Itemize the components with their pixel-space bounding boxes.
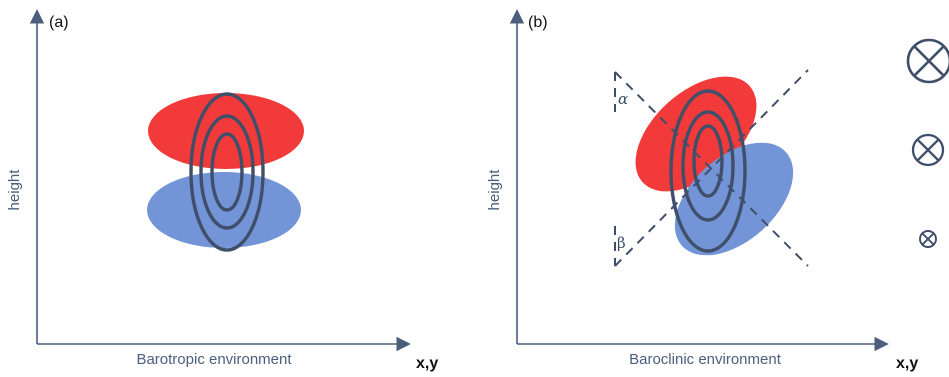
panel-b-y-axis-title: height [486, 169, 503, 211]
panel-b-angle-alpha: α [618, 90, 628, 108]
panel-a-contour-outer [189, 92, 265, 252]
panel-b-contour-inner [692, 124, 724, 198]
panel-a-xy-label: x,y [416, 355, 438, 372]
panel-b-contour-outer [669, 89, 747, 253]
panel-b-xy-label: x,y [896, 355, 918, 372]
cross-circle-small-icon [919, 230, 937, 248]
panel-a-warm-anomaly [148, 93, 304, 169]
panel-b-cold-anomaly [674, 142, 794, 256]
panel-a-y-axis-title: height [6, 169, 23, 211]
panel-b-label: (b) [528, 14, 548, 31]
panel-a-contour-inner [210, 132, 244, 212]
cross-circle-medium-icon [911, 133, 945, 167]
panel-b: (b) height Baroclinic environment x,y α … [486, 9, 918, 372]
panel-a-x-axis-title: Barotropic environment [136, 351, 292, 368]
panel-b-contour-middle [681, 110, 735, 222]
panel-a-vortex-contours [189, 92, 265, 252]
panel-a-contour-middle [199, 114, 255, 230]
panel-b-reference-lines [614, 69, 809, 267]
panel-b-angle-beta: β [617, 234, 626, 252]
cross-circle-large-icon [906, 38, 949, 84]
into-page-symbols [906, 38, 949, 248]
panel-a-label: (a) [49, 14, 69, 31]
panel-a: (a) height Barotropic environment x,y [6, 9, 438, 372]
panel-b-dashed-diagonal-up [614, 69, 809, 267]
panel-b-x-axis-title: Baroclinic environment [629, 351, 782, 368]
panel-b-vortex-contours [669, 89, 747, 253]
